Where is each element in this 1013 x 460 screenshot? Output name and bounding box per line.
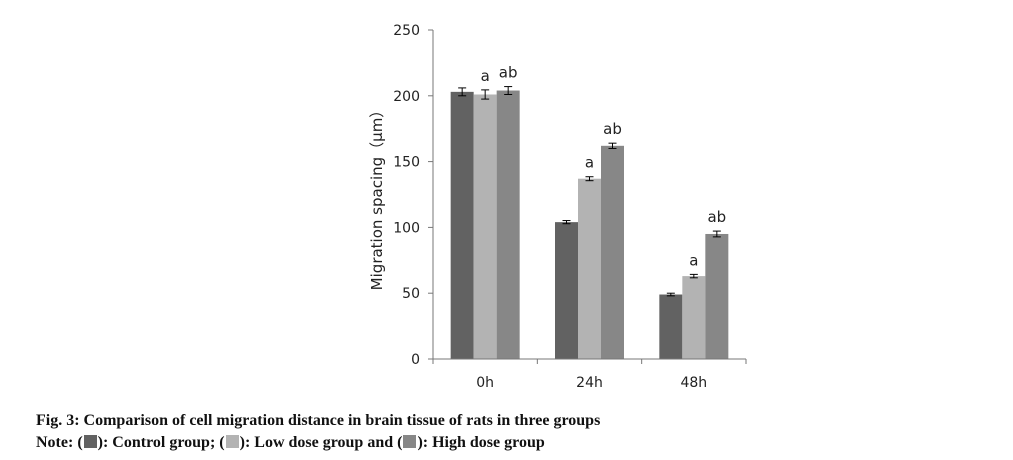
bar-low-dose-group [578,178,601,359]
y-tick-label: 150 [393,155,420,171]
low-dose-swatch [225,435,239,448]
significance-label: ab [499,64,518,82]
note-high: ): High dose group [417,434,545,451]
x-tick-label: 48h [680,375,707,391]
bar-high-dose-group [601,145,624,359]
bar-control-group [659,294,683,359]
figure-caption-note: Note: ( ): Control group; ( ): Low dose gr… [36,434,545,452]
high-dose-swatch [403,435,417,448]
significance-label: ab [603,120,622,138]
y-tick-label: 0 [411,352,420,368]
x-tick-label: 24h [576,375,603,391]
note-control: ): Control group; ( [97,434,225,451]
note-low: ): Low dose group and ( [239,434,403,451]
bar-low-dose-group [682,276,706,359]
bar-control-group [555,222,578,359]
y-tick-label: 250 [393,23,420,39]
significance-label: a [481,67,490,85]
y-tick-label: 50 [402,286,420,302]
significance-label: a [585,154,594,172]
bar-high-dose-group [705,233,729,359]
y-tick-label: 100 [393,220,420,236]
significance-label: a [689,251,698,269]
control-group-swatch [83,435,97,448]
x-tick-label: 0h [476,375,494,391]
bar-low-dose-group [473,94,497,359]
y-tick-label: 200 [393,89,420,105]
significance-label: ab [707,208,726,226]
figure-caption-title: Fig. 3: Comparison of cell migration dis… [36,412,601,429]
y-axis-label: Migration spacing（μm） [368,103,386,291]
bar-control-group [450,91,474,360]
bar-high-dose-group [496,90,520,359]
note-prefix: Note: ( [36,434,83,451]
